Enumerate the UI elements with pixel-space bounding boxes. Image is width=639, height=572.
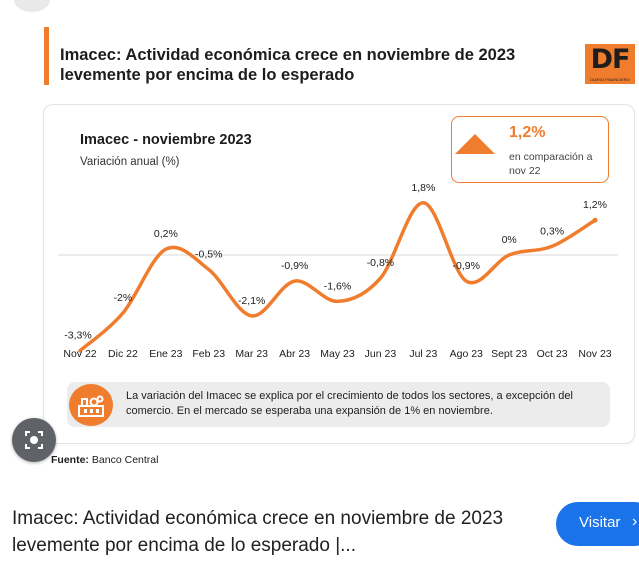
highlight-box (451, 116, 609, 183)
x-tick-label: Sept 23 (491, 348, 527, 360)
highlight-caption: en comparación a nov 22 (509, 151, 593, 177)
source-line: Fuente: Banco Central (51, 454, 158, 466)
data-label: -3,3% (64, 330, 91, 342)
x-tick-label: Nov 22 (63, 348, 96, 360)
note-text: La variación del Imacec se explica por e… (126, 390, 573, 417)
source-value: Banco Central (91, 454, 159, 466)
data-label: -0,9% (453, 260, 480, 272)
camera-lens-icon (25, 431, 43, 449)
chevron-right-icon: › (632, 513, 638, 530)
x-tick-label: Dic 22 (108, 348, 138, 360)
df-logo-subtext: DIARIO FINANCIERO (590, 77, 630, 82)
data-label: 0,2% (154, 228, 178, 240)
note-box (67, 382, 610, 427)
data-label: -1,6% (324, 280, 351, 292)
visit-label: Visitar (579, 514, 621, 531)
data-point (592, 217, 598, 223)
x-tick-label: Jun 23 (365, 348, 397, 360)
data-label: -2% (114, 292, 133, 304)
x-tick-label: Oct 23 (537, 348, 568, 360)
source-label: Fuente: (51, 454, 89, 466)
series-line (78, 201, 597, 353)
triangle-up-icon (455, 134, 495, 154)
data-label: -2,1% (238, 295, 265, 307)
data-label: 1,2% (583, 199, 607, 211)
x-tick-label: Nov 23 (578, 348, 611, 360)
data-label: -0,5% (195, 249, 222, 261)
chart-title: Imacec - noviembre 2023 (80, 132, 252, 148)
result-caption-link[interactable]: Imacec: Actividad económica crece en nov… (12, 508, 504, 556)
data-label: -0,9% (281, 260, 308, 272)
data-label: 1,8% (411, 182, 435, 194)
industry-icon (69, 384, 113, 426)
visit-button[interactable]: Visitar › (556, 502, 639, 546)
df-logo-text: DF (590, 44, 631, 75)
x-tick-label: Ago 23 (450, 348, 483, 360)
x-tick-label: Mar 23 (235, 348, 268, 360)
lens-search-button[interactable] (12, 418, 56, 462)
highlight-value: 1,2% (509, 124, 546, 141)
data-label: 0% (502, 234, 517, 246)
headline-accent-bar (44, 27, 49, 85)
x-tick-label: May 23 (320, 348, 355, 360)
chart-subtitle: Variación anual (%) (80, 156, 180, 168)
data-label: 0,3% (540, 225, 564, 237)
x-tick-label: Abr 23 (279, 348, 310, 360)
x-tick-label: Ene 23 (149, 348, 182, 360)
infographic-headline: Imacec: Actividad económica crece en nov… (60, 46, 516, 84)
x-tick-label: Jul 23 (409, 348, 437, 360)
df-logo: DF DIARIO FINANCIERO (585, 44, 635, 84)
data-label: -0,8% (367, 257, 394, 269)
x-tick-label: Feb 23 (192, 348, 225, 360)
top-thumbnail-edge (14, 0, 50, 12)
